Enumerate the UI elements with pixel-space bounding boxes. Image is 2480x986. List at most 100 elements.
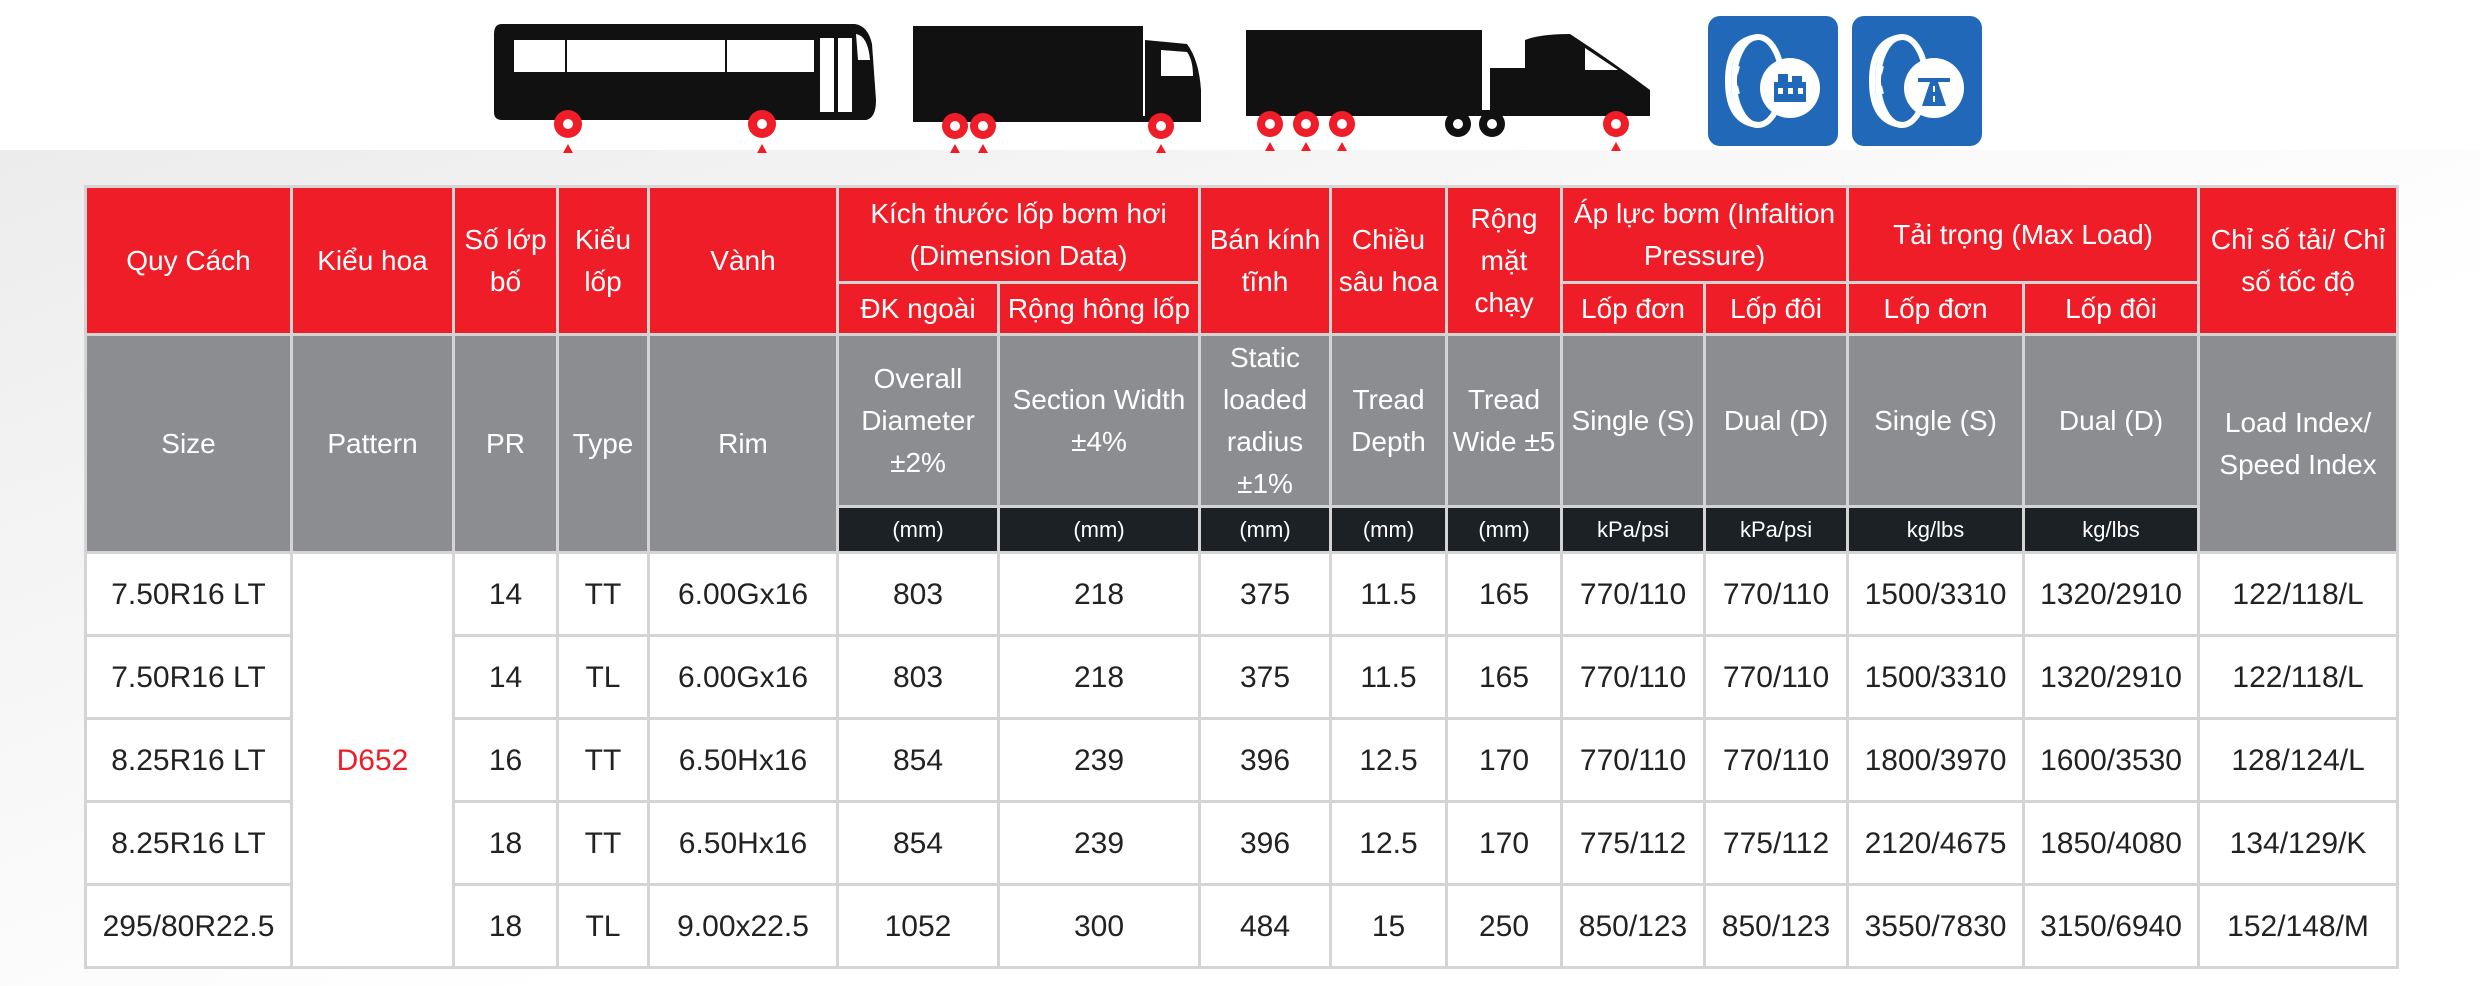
unit-pressure-dual: kPa/psi	[1703, 505, 1850, 554]
cell-pressure-single: 770/110	[1560, 634, 1707, 720]
header-pressure-single-vi: Lốp đơn	[1560, 281, 1707, 336]
header-pr-en: PR	[452, 333, 559, 554]
tire-spec-table: Quy Cách Kiểu hoa Số lớp bố Kiểu lốp Vàn…	[84, 185, 2400, 969]
cell-tread-wide: 250	[1445, 883, 1564, 969]
header-pressure-single-en: Single (S)	[1560, 333, 1707, 508]
header-load-single-vi: Lốp đơn	[1846, 281, 2026, 336]
cell-rim: 6.50Hx16	[647, 717, 839, 803]
header-pressure-group: Áp lực bơm (Infaltion Pressure)	[1560, 185, 1850, 284]
header-pattern-vi: Kiểu hoa	[290, 185, 455, 336]
cell-section-width: 218	[996, 634, 1202, 720]
header-dimension-group: Kích thước lốp bơm hơi (Dimension Data)	[835, 185, 1202, 284]
cell-size: 7.50R16 LT	[84, 551, 293, 637]
header-row-vi-top: Quy Cách Kiểu hoa Số lớp bố Kiểu lốp Vàn…	[84, 185, 2400, 336]
header-pattern-en: Pattern	[290, 333, 455, 554]
cell-size: 8.25R16 LT	[84, 717, 293, 803]
unit-tread-wide: (mm)	[1445, 505, 1564, 554]
cell-load-dual: 3150/6940	[2022, 883, 2201, 969]
cell-index: 134/129/K	[2197, 800, 2400, 886]
cell-rim: 6.00Gx16	[647, 551, 839, 637]
unit-section-width: (mm)	[996, 505, 1202, 554]
header-load-group: Tải trọng (Max Load)	[1846, 185, 2201, 284]
cell-load-single: 1800/3970	[1846, 717, 2026, 803]
box-truck-icon	[905, 20, 1205, 160]
cell-load-dual: 1320/2910	[2022, 634, 2201, 720]
cell-pressure-dual: 775/112	[1703, 800, 1850, 886]
cell-type: TT	[556, 717, 650, 803]
cell-load-dual: 1850/4080	[2022, 800, 2201, 886]
header-size-en: Size	[84, 333, 293, 554]
cell-load-single: 2120/4675	[1846, 800, 2026, 886]
cell-size: 8.25R16 LT	[84, 800, 293, 886]
cell-load-single: 1500/3310	[1846, 634, 2026, 720]
cell-pressure-single: 770/110	[1560, 551, 1707, 637]
header-static-radius-en: Static loaded radius ±1%	[1198, 333, 1333, 508]
header-rim-vi: Vành	[647, 185, 839, 336]
header-section-width-en: Section Width ±4%	[996, 333, 1202, 508]
header-tread-wide-vi: Rộng mặt chạy	[1445, 185, 1564, 336]
cell-pressure-single: 850/123	[1560, 883, 1707, 969]
header-load-dual-en: Dual (D)	[2022, 333, 2201, 508]
header-index-vi: Chỉ số tải/ Chỉ số tốc độ	[2197, 185, 2400, 336]
header-rim-en: Rim	[647, 333, 839, 554]
cell-type: TT	[556, 800, 650, 886]
cell-rim: 6.50Hx16	[647, 800, 839, 886]
table-row: 7.50R16 LT D652 14 TT 6.00Gx16 803 218 3…	[84, 551, 2400, 969]
header-pressure-dual-vi: Lốp đôi	[1703, 281, 1850, 336]
table-row: 8.25R16 LT 16 TT 6.50Hx16 854 239 396 12…	[84, 717, 2400, 803]
cell-static-radius: 375	[1198, 634, 1333, 720]
cell-section-width: 239	[996, 800, 1202, 886]
header-size-vi: Quy Cách	[84, 185, 293, 336]
cell-pr: 18	[452, 800, 559, 886]
tire-urban-icon	[1708, 16, 1838, 146]
unit-static-radius: (mm)	[1198, 505, 1333, 554]
cell-overall-diameter: 803	[836, 634, 1000, 720]
cell-type: TL	[556, 634, 650, 720]
cell-rim: 6.00Gx16	[647, 634, 839, 720]
cell-pr: 14	[452, 634, 559, 720]
header-type-vi: Kiểu lốp	[556, 185, 650, 336]
cell-static-radius: 396	[1198, 800, 1333, 886]
table-row: 8.25R16 LT 18 TT 6.50Hx16 854 239 396 12…	[84, 800, 2400, 886]
cell-index: 152/148/M	[2197, 883, 2400, 969]
unit-overall-diameter: (mm)	[836, 505, 1000, 554]
cell-section-width: 239	[996, 717, 1202, 803]
cell-pressure-dual: 850/123	[1703, 883, 1850, 969]
header-tread-depth-en: Tread Depth	[1329, 333, 1449, 508]
cell-tread-wide: 170	[1445, 800, 1564, 886]
cell-load-single: 1500/3310	[1846, 551, 2026, 637]
cell-size: 295/80R22.5	[84, 883, 293, 969]
cell-static-radius: 396	[1198, 717, 1333, 803]
unit-load-single: kg/lbs	[1846, 505, 2026, 554]
cell-pr: 16	[452, 717, 559, 803]
header-overall-diameter-en: Overall Diameter ±2%	[836, 333, 1000, 508]
table-row: 295/80R22.5 18 TL 9.00x22.5 1052 300 484…	[84, 883, 2400, 969]
cell-pressure-dual: 770/110	[1703, 634, 1850, 720]
cell-pressure-dual: 770/110	[1703, 717, 1850, 803]
cell-pr: 14	[452, 551, 559, 637]
cell-section-width: 300	[996, 883, 1202, 969]
cell-overall-diameter: 1052	[836, 883, 1000, 969]
header-row-en: Size Pattern PR Type Rim Overall Diamete…	[84, 333, 2400, 554]
cell-tread-depth: 15	[1329, 883, 1449, 969]
table-row: 7.50R16 LT 14 TL 6.00Gx16 803 218 375 11…	[84, 634, 2400, 720]
header-row-units: (mm) (mm) (mm) (mm) (mm) kPa/psi kPa/psi…	[86, 505, 2398, 554]
cell-static-radius: 484	[1198, 883, 1333, 969]
cell-size: 7.50R16 LT	[84, 634, 293, 720]
cell-static-radius: 375	[1198, 551, 1333, 637]
header-section-width-vi: Rộng hông lốp	[996, 281, 1202, 336]
cell-tread-depth: 11.5	[1329, 634, 1449, 720]
cell-pressure-single: 775/112	[1560, 800, 1707, 886]
cell-load-dual: 1320/2910	[2022, 551, 2201, 637]
unit-tread-depth: (mm)	[1329, 505, 1449, 554]
cell-type: TL	[556, 883, 650, 969]
cell-pressure-dual: 770/110	[1703, 551, 1850, 637]
cell-index: 122/118/L	[2197, 551, 2400, 637]
cell-rim: 9.00x22.5	[647, 883, 839, 969]
header-load-dual-vi: Lốp đôi	[2022, 281, 2201, 336]
cell-tread-depth: 11.5	[1329, 551, 1449, 637]
unit-load-dual: kg/lbs	[2022, 505, 2201, 554]
cell-overall-diameter: 803	[836, 551, 1000, 637]
cell-tread-depth: 12.5	[1329, 800, 1449, 886]
cell-tread-wide: 165	[1445, 634, 1564, 720]
